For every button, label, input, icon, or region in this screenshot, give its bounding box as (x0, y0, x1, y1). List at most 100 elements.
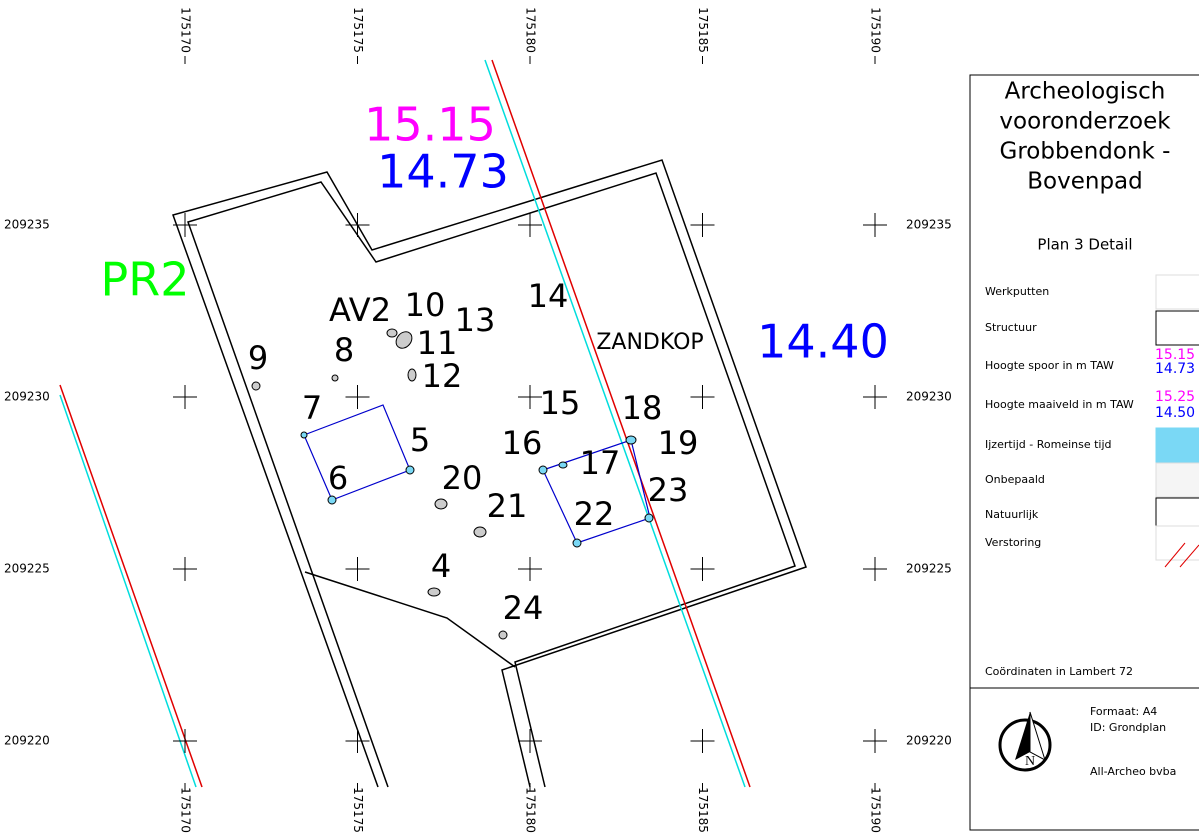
legend-sample: 14.73 (1155, 361, 1195, 377)
feature-label: AV2 (329, 291, 391, 329)
elevation-label: 14.40 (757, 315, 889, 369)
y-tick-label: 209225 (906, 562, 952, 576)
legend-hatch (1179, 544, 1199, 568)
feature (434, 498, 448, 510)
feature-label: 17 (580, 444, 621, 482)
legend-label: Structuur (985, 321, 1037, 334)
x-tick-label: 175170 (179, 7, 193, 53)
section-lines (59, 59, 751, 788)
feature-label: 5 (410, 421, 430, 459)
feature-label: 10 (405, 286, 446, 324)
x-tick-label: 175170 (179, 787, 193, 833)
feature-label: 14 (528, 277, 569, 315)
feature (473, 526, 487, 538)
feature-label: ZANDKOP (596, 330, 703, 355)
y-tick-label: 209220 (906, 734, 952, 748)
feature (498, 630, 508, 640)
legend-swatch (1155, 274, 1199, 310)
legend-sample: 15.15 (1155, 347, 1195, 363)
legend-hatch (1164, 542, 1186, 568)
feature (327, 495, 337, 505)
feature-label: 15 (540, 384, 581, 422)
x-tick-label: 175180 (524, 7, 538, 53)
y-tick-label: 209235 (4, 218, 50, 232)
outer-boundary (172, 159, 807, 788)
feature-label: 13 (455, 301, 496, 339)
red-line (59, 384, 203, 788)
plan-outline (172, 159, 807, 788)
inner-boundary (187, 172, 796, 788)
feature-label: 18 (622, 389, 663, 427)
legend-title: Grobbendonk - (1000, 139, 1171, 165)
x-tick-label: 175175 (351, 7, 365, 53)
feature (405, 465, 415, 475)
legend-subtitle: Plan 3 Detail (1037, 236, 1132, 254)
feature (644, 513, 654, 523)
x-tick-label: 175175 (351, 787, 365, 833)
y-tick-label: 209230 (906, 390, 952, 404)
y-tick-label: 209235 (906, 218, 952, 232)
legend-label: Onbepaald (985, 473, 1045, 486)
legend-label: Ijzertijd - Romeinse tijd (985, 438, 1112, 451)
legend-label: Verstoring (985, 536, 1041, 549)
feature (558, 461, 568, 469)
legend-coords: Coördinaten in Lambert 72 (985, 665, 1133, 678)
y-tick-label: 209225 (4, 562, 50, 576)
x-tick-label: 175180 (524, 787, 538, 833)
legend-swatch (1155, 310, 1199, 346)
legend-label: Hoogte maaiveld in m TAW (985, 398, 1134, 411)
north-needle (1029, 711, 1046, 762)
feature-label: 19 (658, 424, 699, 462)
legend-label: Natuurlijk (985, 508, 1039, 521)
feature-label: 11 (417, 324, 458, 362)
legend-id: ID: Grondplan (1090, 721, 1166, 734)
red-line (491, 59, 751, 788)
cyan-line (484, 59, 746, 788)
y-tick-label: 209220 (4, 734, 50, 748)
feature-label: 6 (328, 459, 348, 497)
legend-sample: 15.25 (1155, 389, 1195, 405)
inner-line (304, 571, 516, 668)
north-letter: N (1025, 754, 1035, 769)
feature (251, 381, 261, 391)
x-tick-label: 175185 (696, 7, 710, 53)
feature-label: 7 (302, 389, 322, 427)
features (251, 328, 654, 640)
feature (331, 374, 339, 382)
legend-swatch (1155, 427, 1199, 463)
feature (386, 328, 398, 338)
legend-swatch (1155, 525, 1199, 561)
feature (625, 435, 637, 445)
elevation-label: 15.15 (364, 98, 496, 152)
feature (572, 538, 582, 548)
legend-sample: 14.50 (1155, 405, 1195, 421)
feature-label: 4 (431, 547, 451, 585)
profile-label: PR2 (101, 253, 190, 307)
feature-label: 22 (574, 495, 615, 533)
north-arrow: N (998, 711, 1052, 772)
feature (395, 331, 413, 349)
cyan-line (59, 394, 197, 788)
feature-label: 16 (502, 424, 543, 462)
legend-swatch (1155, 462, 1199, 498)
north-needle (1015, 712, 1030, 760)
legend-format: Formaat: A4 (1090, 705, 1157, 718)
x-tick-label: 175190 (869, 7, 883, 53)
legend-label: Hoogte spoor in m TAW (985, 359, 1114, 372)
legend-title: vooronderzoek (999, 109, 1171, 135)
feature-label: 9 (248, 339, 268, 377)
map-frame (60, 60, 902, 787)
feature (300, 431, 308, 439)
feature (538, 465, 548, 475)
feature-label: 20 (442, 459, 483, 497)
legend-frame (969, 74, 1199, 831)
feature-label: 12 (422, 357, 463, 395)
x-tick-label: 175190 (869, 787, 883, 833)
legend-title: Archeologisch (1005, 79, 1166, 105)
feature (407, 368, 417, 382)
north-circle (998, 718, 1052, 772)
y-tick-label: 209230 (4, 390, 50, 404)
legend-title: Bovenpad (1027, 169, 1142, 195)
legend-label: Werkputten (985, 285, 1049, 298)
